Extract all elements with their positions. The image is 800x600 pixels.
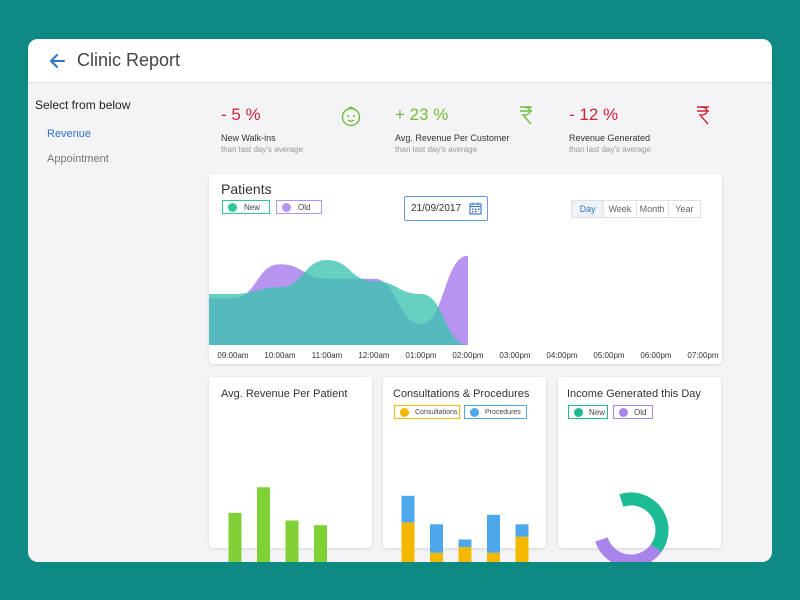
income-title: Income Generated this Day: [567, 388, 701, 400]
sidebar: Select from below Revenue Appointment: [28, 84, 198, 562]
x-tick-label: 09:00am: [217, 351, 248, 360]
kpi-value: - 5 %: [221, 105, 261, 124]
baby-face-icon: [341, 106, 361, 127]
rupee-icon: [520, 106, 532, 125]
sidebar-item-revenue[interactable]: Revenue: [47, 128, 92, 140]
kpi-revenue-generated: - 12 % Revenue Generated than last day's…: [569, 105, 651, 154]
x-tick-label: 12:00am: [358, 351, 389, 360]
bar-procedures-11am: [430, 524, 443, 553]
range-day[interactable]: Day: [572, 201, 605, 217]
legend-old[interactable]: Old: [276, 200, 322, 214]
sidebar-item-appointment[interactable]: Appointment: [47, 153, 109, 165]
legend-label: New: [244, 202, 261, 212]
legend-dot: [282, 202, 291, 212]
patients-area-chart: 09:00am 10:00am 11:00am 12:00am 01:00pm 02:00…: [209, 255, 719, 360]
bar-procedures-10am: [401, 495, 415, 523]
avg-revenue-bar-chart: 10am 11am 12pm 01pm 02pm: [228, 487, 327, 562]
legend-dot: [619, 407, 628, 417]
legend-label: New: [589, 407, 606, 417]
consultations-title: Consultations & Procedures: [393, 388, 530, 400]
x-tick-label: 04:00pm: [546, 351, 577, 360]
avg-revenue-title: Avg. Revenue Per Patient: [221, 388, 348, 400]
report-window: Clinic Report Select from below Revenue …: [28, 39, 772, 562]
bar-procedures-12pm: [458, 539, 472, 548]
x-tick-label: 05:00pm: [593, 351, 624, 360]
kpi-new-walkins: - 5 % New Walk-ins than last day's avera…: [221, 105, 303, 154]
bar-01pm: [314, 525, 327, 562]
bar-consultations-01pm: [487, 552, 500, 562]
back-arrow-icon[interactable]: [48, 52, 66, 70]
kpi-avg-revenue: + 23 % Avg. Revenue Per Customer than la…: [395, 105, 509, 154]
x-tick-label: 03:00pm: [499, 351, 530, 360]
bar-consultations-12pm: [458, 547, 472, 562]
donut-slice-new: [593, 492, 669, 562]
x-tick-label: 02:00pm: [452, 351, 483, 360]
bar-10am: [228, 512, 242, 562]
kpi-label: Avg. Revenue Per Customer: [395, 133, 510, 143]
bar-consultations-11am: [430, 552, 443, 562]
x-tick-label: 11:00am: [312, 351, 343, 360]
range-year[interactable]: Year: [675, 204, 694, 214]
income-donut-chart: [593, 492, 669, 562]
date-value: 21/09/2017: [411, 203, 462, 214]
range-week[interactable]: Week: [604, 201, 637, 217]
x-tick-label: 07:00pm: [687, 351, 718, 360]
legend-dot: [470, 407, 479, 417]
kpi-subtext: than last day's average: [221, 145, 304, 154]
legend-new[interactable]: New: [222, 200, 270, 214]
bar-consultations-02pm: [515, 536, 529, 562]
legend-dot: [400, 407, 409, 417]
x-tick-label: 01:00pm: [405, 351, 436, 360]
date-picker[interactable]: 21/09/2017: [404, 196, 488, 221]
bar-11am: [257, 487, 270, 562]
calendar-icon: [469, 202, 482, 215]
bar-procedures-02pm: [515, 524, 529, 537]
legend-label: Old: [634, 407, 647, 417]
kpi-subtext: than last day's average: [569, 145, 652, 154]
range-month[interactable]: Month: [637, 201, 669, 217]
kpi-label: Revenue Generated: [569, 133, 651, 143]
legend-label: Procedures: [485, 408, 521, 416]
legend-procedures[interactable]: Procedures: [464, 405, 527, 419]
kpi-label: New Walk-ins: [221, 133, 276, 143]
bar-consultations-10am: [401, 522, 415, 562]
rupee-icon: [697, 106, 709, 125]
kpi-subtext: than last day's average: [395, 145, 478, 154]
sidebar-heading: Select from below: [35, 98, 131, 112]
kpi-value: - 12 %: [569, 105, 619, 124]
header-bar: Clinic Report: [28, 39, 772, 83]
range-selector: Day Week Month Year: [571, 200, 701, 218]
page-title: Clinic Report: [77, 50, 181, 70]
series-new-area: [209, 260, 468, 345]
legend-consultations[interactable]: Consultations: [394, 405, 460, 419]
x-tick-label: 06:00pm: [640, 351, 671, 360]
kpi-value: + 23 %: [395, 105, 449, 124]
legend-new[interactable]: New: [568, 405, 608, 419]
bar-12pm: [285, 520, 299, 562]
patients-title: Patients: [221, 181, 272, 197]
bar-procedures-01pm: [487, 514, 500, 553]
legend-dot: [574, 407, 583, 417]
consultations-bar-chart: 10am 11am 12pm 01pm 02pm: [401, 495, 529, 562]
legend-label: Consultations: [415, 408, 458, 416]
x-tick-label: 10:00am: [264, 351, 295, 360]
legend-label: Old: [298, 202, 311, 212]
legend-dot: [228, 202, 237, 212]
legend-old[interactable]: Old: [613, 405, 653, 419]
